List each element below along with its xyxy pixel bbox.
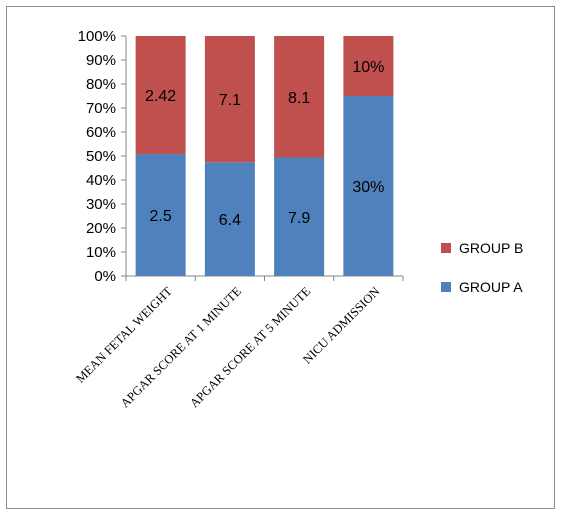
- data-label: 7.9: [288, 210, 310, 227]
- bar-group-b: [343, 36, 394, 96]
- category-label: APGAR SCORE AT 1 MINUTE: [118, 284, 244, 410]
- legend-swatch-group-a: [441, 282, 451, 292]
- bar-group-b: [135, 36, 186, 155]
- legend-swatch-group-b: [441, 243, 451, 253]
- y-tick-label: 100%: [78, 28, 116, 45]
- bar-group-a: [135, 154, 186, 276]
- data-label: 8.1: [288, 90, 310, 107]
- y-tick-label: 90%: [86, 52, 116, 69]
- data-label: 6.4: [219, 212, 241, 229]
- y-tick-label: 30%: [86, 196, 116, 213]
- category-label: NICU ADMISSION: [300, 284, 382, 366]
- data-label: 30%: [352, 179, 384, 196]
- data-label: 2.42: [145, 88, 176, 105]
- bar-group-a: [204, 162, 255, 276]
- bar-group-a: [274, 157, 325, 276]
- bar-group-a: [343, 96, 394, 276]
- legend-label: GROUP B: [459, 240, 523, 256]
- y-tick-label: 70%: [86, 100, 116, 117]
- y-tick-label: 10%: [86, 244, 116, 261]
- category-label: APGAR SCORE AT 5 MINUTE: [187, 284, 313, 410]
- bar-group-b: [274, 36, 325, 158]
- legend-label: GROUP A: [459, 279, 523, 295]
- data-label: 2.5: [150, 208, 172, 225]
- data-label: 10%: [352, 59, 384, 76]
- y-tick-label: 40%: [86, 172, 116, 189]
- bar-group-b: [204, 36, 255, 163]
- y-tick-label: 20%: [86, 220, 116, 237]
- y-tick-label: 50%: [86, 148, 116, 165]
- data-label: 7.1: [219, 92, 241, 109]
- y-tick-label: 60%: [86, 124, 116, 141]
- y-tick-label: 0%: [94, 268, 116, 285]
- y-tick-label: 80%: [86, 76, 116, 93]
